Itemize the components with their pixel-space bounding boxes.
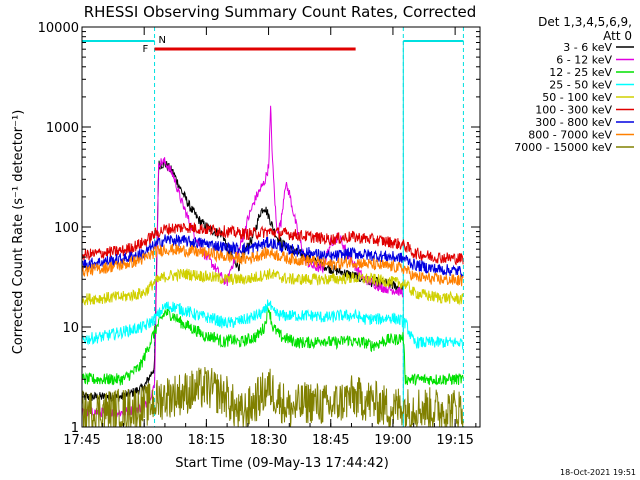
series-line-3 xyxy=(82,299,464,351)
legend-label-6: 300 - 800 keV xyxy=(535,116,612,129)
y-axis-ticks: 1 10 100 1000 10000 xyxy=(38,21,480,436)
series-line-7 xyxy=(82,243,464,287)
x-axis-ticks: 17:45 18:00 18:15 18:30 18:45 19:00 19:15 xyxy=(63,27,477,448)
flag-bands xyxy=(82,27,464,427)
y-tick-label-0: 1 xyxy=(71,421,79,436)
legend-label-3: 25 - 50 keV xyxy=(549,79,612,92)
y-tick-label-2: 100 xyxy=(54,221,79,236)
chart-title: RHESSI Observing Summary Count Rates, Co… xyxy=(84,3,477,21)
legend-label-1: 6 - 12 keV xyxy=(556,54,612,67)
flare-flag-label: F xyxy=(143,44,149,55)
series-line-5 xyxy=(82,222,464,266)
series-line-4 xyxy=(82,268,464,306)
legend-label-2: 12 - 25 keV xyxy=(549,66,612,79)
x-tick-label-1: 18:00 xyxy=(125,433,162,448)
x-tick-label-6: 19:15 xyxy=(436,433,473,448)
x-axis-label: Start Time (09-May-13 17:44:42) xyxy=(175,456,389,471)
y-tick-label-4: 10000 xyxy=(38,21,79,36)
x-tick-label-2: 18:15 xyxy=(188,433,225,448)
y-tick-label-3: 1000 xyxy=(46,121,79,136)
legend-header-1: Det 1,3,4,5,6,9, xyxy=(538,15,632,29)
x-tick-label-4: 18:45 xyxy=(312,433,349,448)
night-flag-label: N xyxy=(159,35,166,46)
series-line-6 xyxy=(82,234,464,279)
series-line-2 xyxy=(82,305,464,386)
footer-timestamp: 18-Oct-2021 19:51 xyxy=(560,468,636,477)
y-tick-label-1: 10 xyxy=(62,321,79,336)
x-tick-label-0: 17:45 xyxy=(63,433,100,448)
series-lines xyxy=(82,105,464,427)
x-tick-label-5: 19:00 xyxy=(374,433,411,448)
legend-header-2: Att 0 xyxy=(603,29,632,43)
legend-label-7: 800 - 7000 keV xyxy=(528,129,612,142)
plot-area: 17:45 18:00 18:15 18:30 18:45 19:00 19:15 1101… xyxy=(38,21,481,448)
legend-label-0: 3 - 6 keV xyxy=(563,41,612,54)
x-tick-label-3: 18:30 xyxy=(250,433,287,448)
legend-label-5: 100 - 300 keV xyxy=(535,104,612,117)
legend-label-4: 50 - 100 keV xyxy=(542,91,612,104)
legend-label-8: 7000 - 15000 keV xyxy=(514,141,612,154)
y-axis-label: Corrected Count Rate (s⁻¹ detector⁻¹) xyxy=(11,110,26,355)
series-line-8 xyxy=(82,366,464,427)
